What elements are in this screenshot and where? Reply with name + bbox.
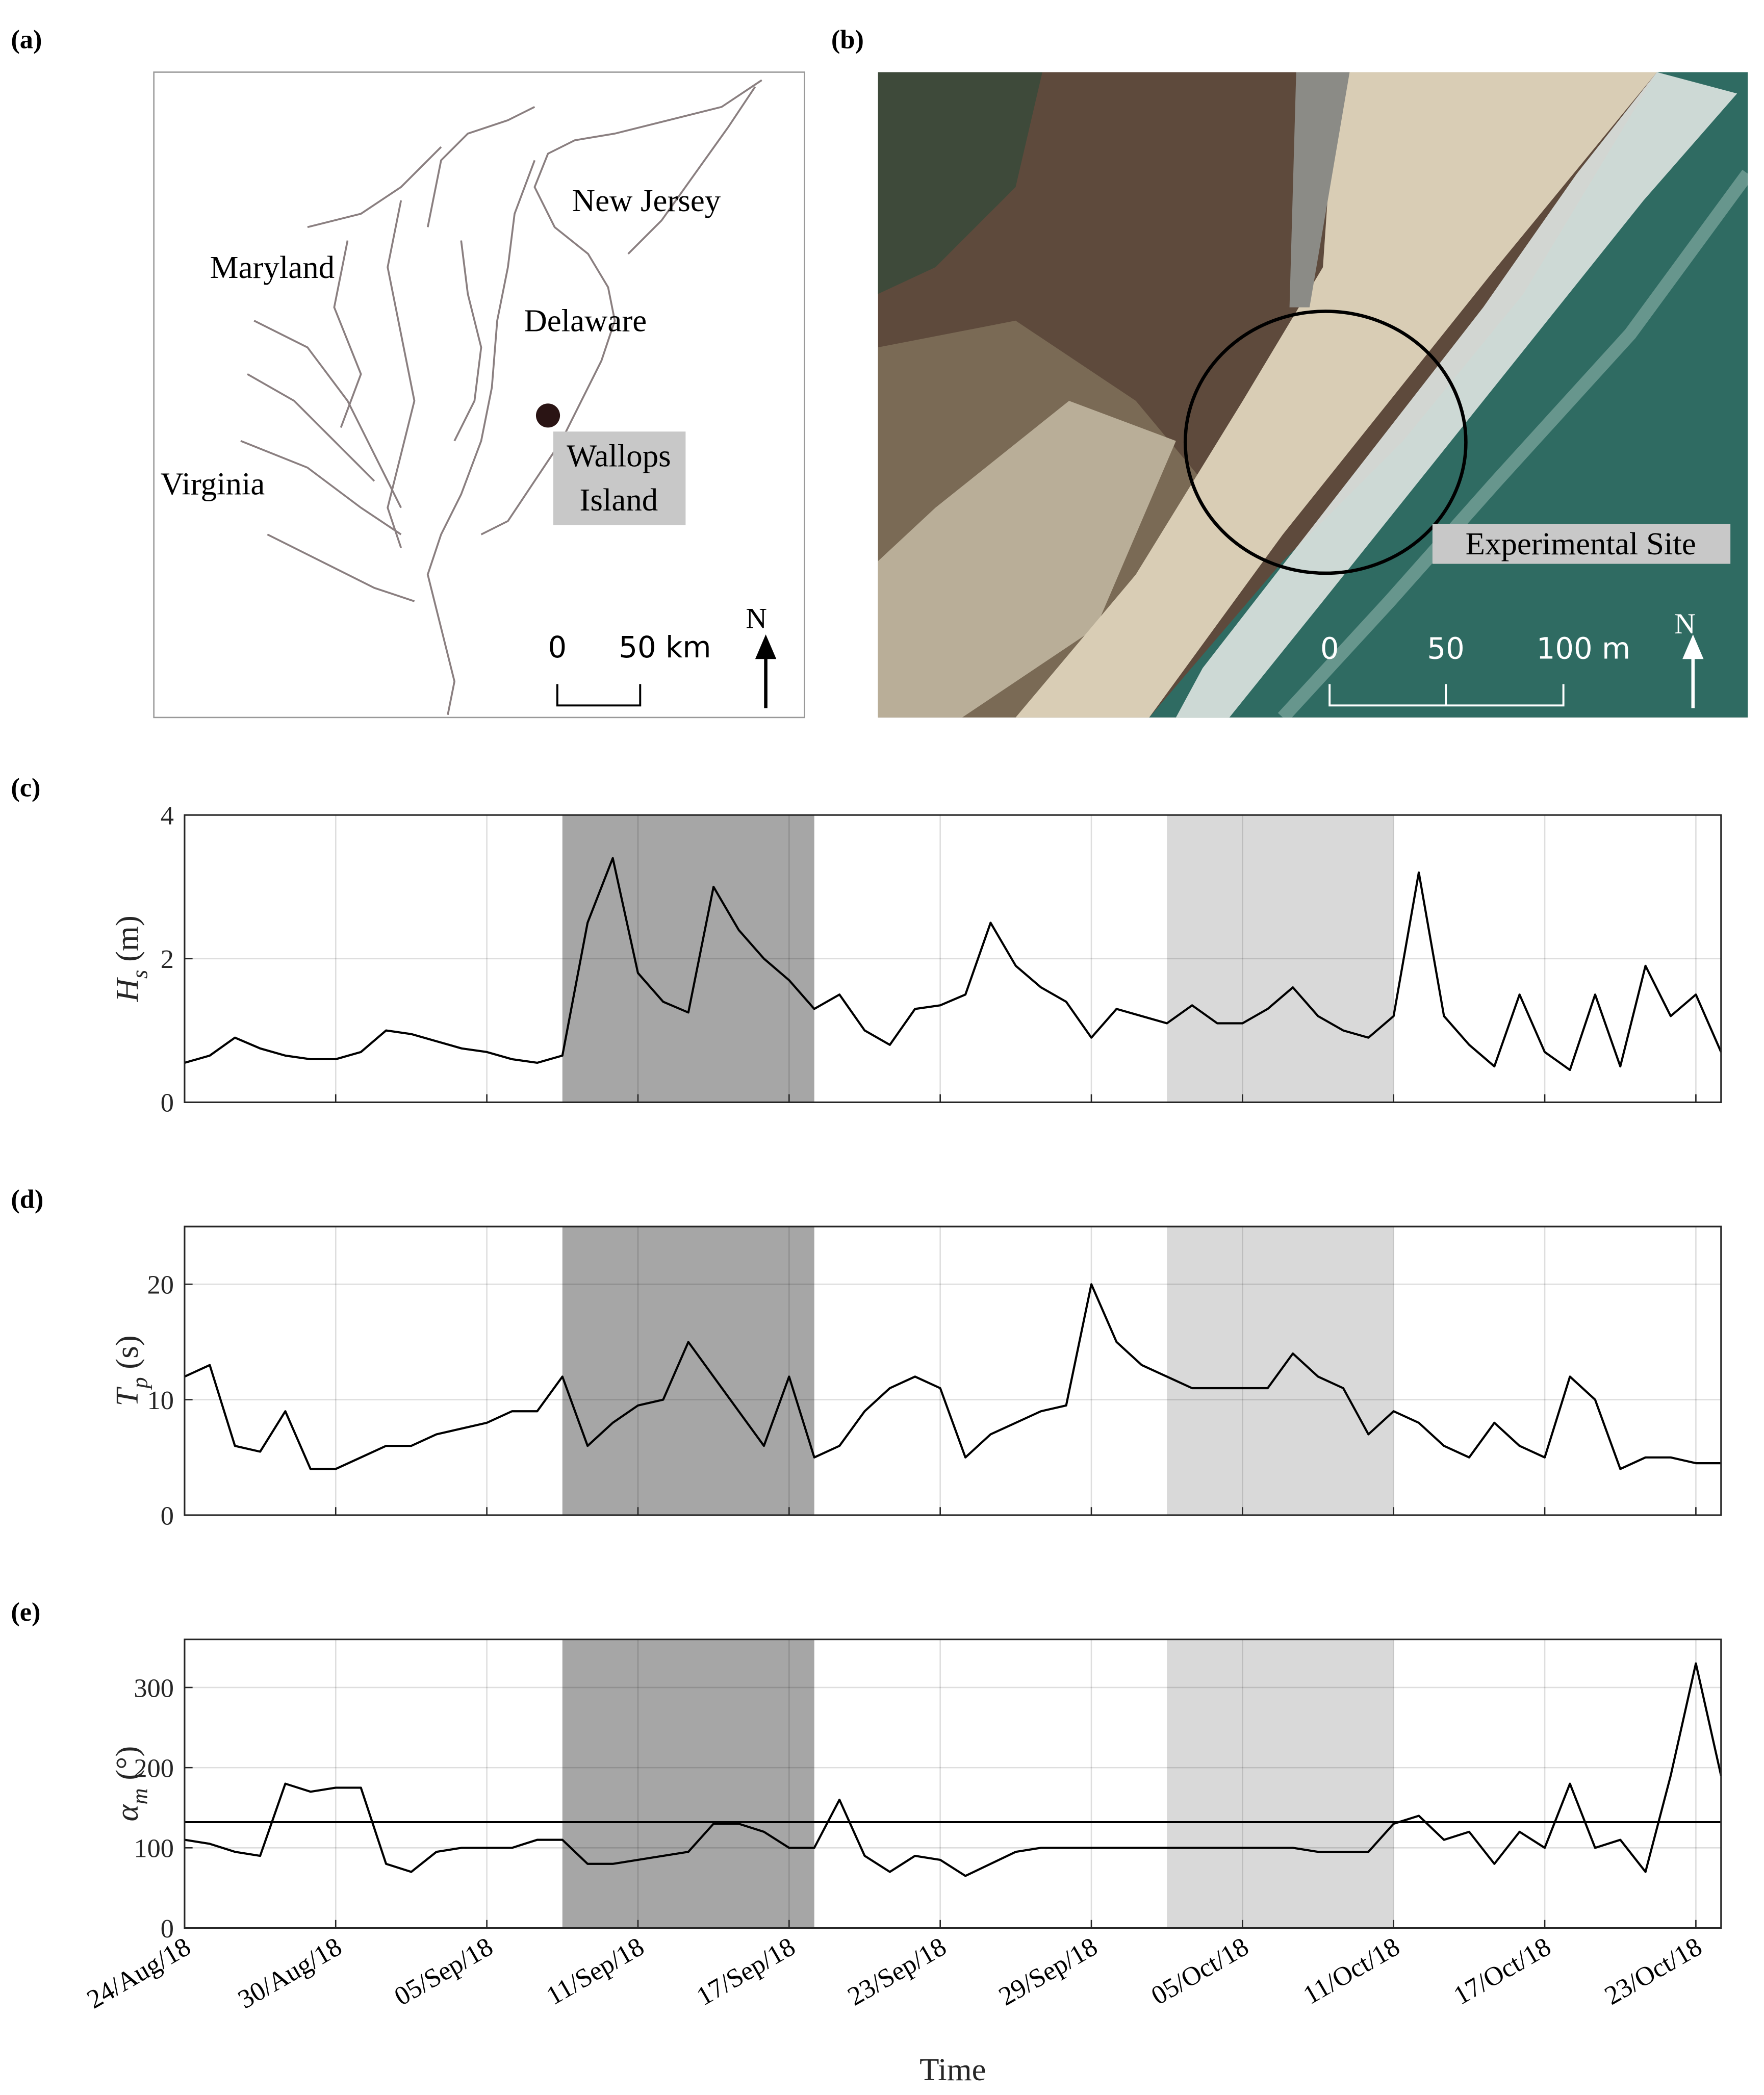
y-tick-label: 100 (134, 1834, 174, 1863)
data-line (184, 1662, 1722, 1877)
highlight-span (562, 1639, 814, 1928)
x-tick-label: 17/Oct/18 (1448, 1932, 1555, 2011)
x-tick-label: 29/Sep/18 (994, 1932, 1103, 2011)
ylabel-unit: (s) (109, 1335, 145, 1369)
panel-label: (d) (11, 1184, 43, 1214)
site-label: Experimental Site (1466, 526, 1696, 561)
ylabel-subscript: s (127, 970, 152, 979)
panel-label: (b) (831, 24, 864, 54)
scale-label: 0 (548, 630, 567, 665)
panel-label: (c) (11, 773, 40, 802)
site-label: Wallops (567, 438, 671, 473)
x-tick-label: 24/Aug/18 (82, 1932, 196, 2014)
line-chart: 0 10 20 Tp (s) (109, 1225, 1722, 1530)
x-tick-label: 05/Oct/18 (1146, 1932, 1254, 2011)
x-tick-label: 11/Sep/18 (541, 1932, 649, 2011)
scale-label: 50 km (619, 630, 711, 665)
highlight-span (1167, 1639, 1394, 1928)
ylabel-symbol: T (109, 1387, 145, 1407)
ylabel: Tp (s) (109, 1335, 152, 1406)
plot-frame (184, 1225, 1722, 1516)
place-label: Maryland (210, 249, 335, 285)
ylabel: αm (°) (109, 1746, 152, 1822)
panel-b: (b) Experimental Site 0 50 100 m N (831, 24, 1748, 718)
satellite-image (878, 72, 1748, 718)
scale-label: 50 (1427, 632, 1464, 666)
y-tick-label: 2 (161, 944, 174, 974)
panel-label: (a) (11, 24, 42, 54)
y-tick-label: 0 (161, 1914, 174, 1944)
plot-frame (184, 814, 1722, 1103)
scale-label: 0 (1320, 632, 1339, 666)
site-circle (1183, 310, 1468, 575)
site-box (553, 431, 686, 525)
ylabel: Hs (m) (109, 915, 152, 1002)
x-tick-label: 05/Sep/18 (389, 1932, 498, 2011)
data-line (184, 857, 1722, 1071)
scale-bar (556, 684, 642, 707)
x-tick-label: 11/Oct/18 (1298, 1932, 1405, 2010)
data-line (184, 1283, 1721, 1470)
scale-label: 100 m (1537, 632, 1630, 666)
ylabel-unit: (°) (109, 1746, 145, 1780)
site-marker (535, 403, 560, 428)
y-tick-label: 300 (134, 1673, 174, 1703)
x-tick-label: 30/Aug/18 (233, 1932, 347, 2014)
north-label: N (746, 602, 767, 634)
line-chart: 0 2 4 Hs (m) (109, 801, 1722, 1118)
highlight-span (562, 1227, 814, 1515)
north-arrow (1682, 634, 1704, 708)
line-chart: 24/Aug/18 30/Aug/18 05/Sep/18 11/Sep/18 17/S… (82, 1639, 1722, 2087)
north-arrow (755, 634, 777, 708)
place-label: Virginia (161, 466, 265, 501)
y-tick-label: 0 (161, 1088, 174, 1118)
plot-frame (184, 1639, 1722, 1929)
ylabel-subscript: m (127, 1788, 152, 1804)
y-tick-label: 10 (147, 1386, 174, 1415)
y-tick-label: 4 (161, 801, 174, 830)
x-tick-label: 23/Sep/18 (842, 1932, 951, 2011)
y-tick-label: 0 (161, 1501, 174, 1530)
highlight-span (562, 815, 814, 1103)
site-label: Island (580, 482, 658, 518)
plot-area (184, 1639, 1721, 1928)
ylabel-symbol: α (109, 1804, 145, 1822)
y-tick-label: 200 (134, 1753, 174, 1783)
y-tick-label: 20 (147, 1270, 174, 1300)
north-label: N (1674, 608, 1696, 640)
x-tick-label: 17/Sep/18 (692, 1932, 800, 2011)
xlabel: Time (919, 2052, 986, 2087)
coastline (240, 79, 762, 716)
panel-label: (e) (11, 1597, 40, 1627)
highlight-span (1167, 815, 1394, 1103)
panel-a: (a) New Jersey Maryland Delaware Virgini… (11, 24, 805, 719)
ylabel-unit: (m) (109, 915, 145, 962)
map-frame (153, 71, 805, 719)
plot-area (184, 1227, 1721, 1515)
scale-bar (1328, 684, 1565, 707)
plot-area (184, 815, 1721, 1103)
site-box (1432, 524, 1731, 564)
ylabel-symbol: H (109, 977, 145, 1002)
place-label: Delaware (524, 303, 647, 339)
ylabel-subscript: p (127, 1377, 152, 1390)
place-label: New Jersey (572, 183, 721, 218)
x-tick-label: 23/Oct/18 (1600, 1932, 1707, 2011)
